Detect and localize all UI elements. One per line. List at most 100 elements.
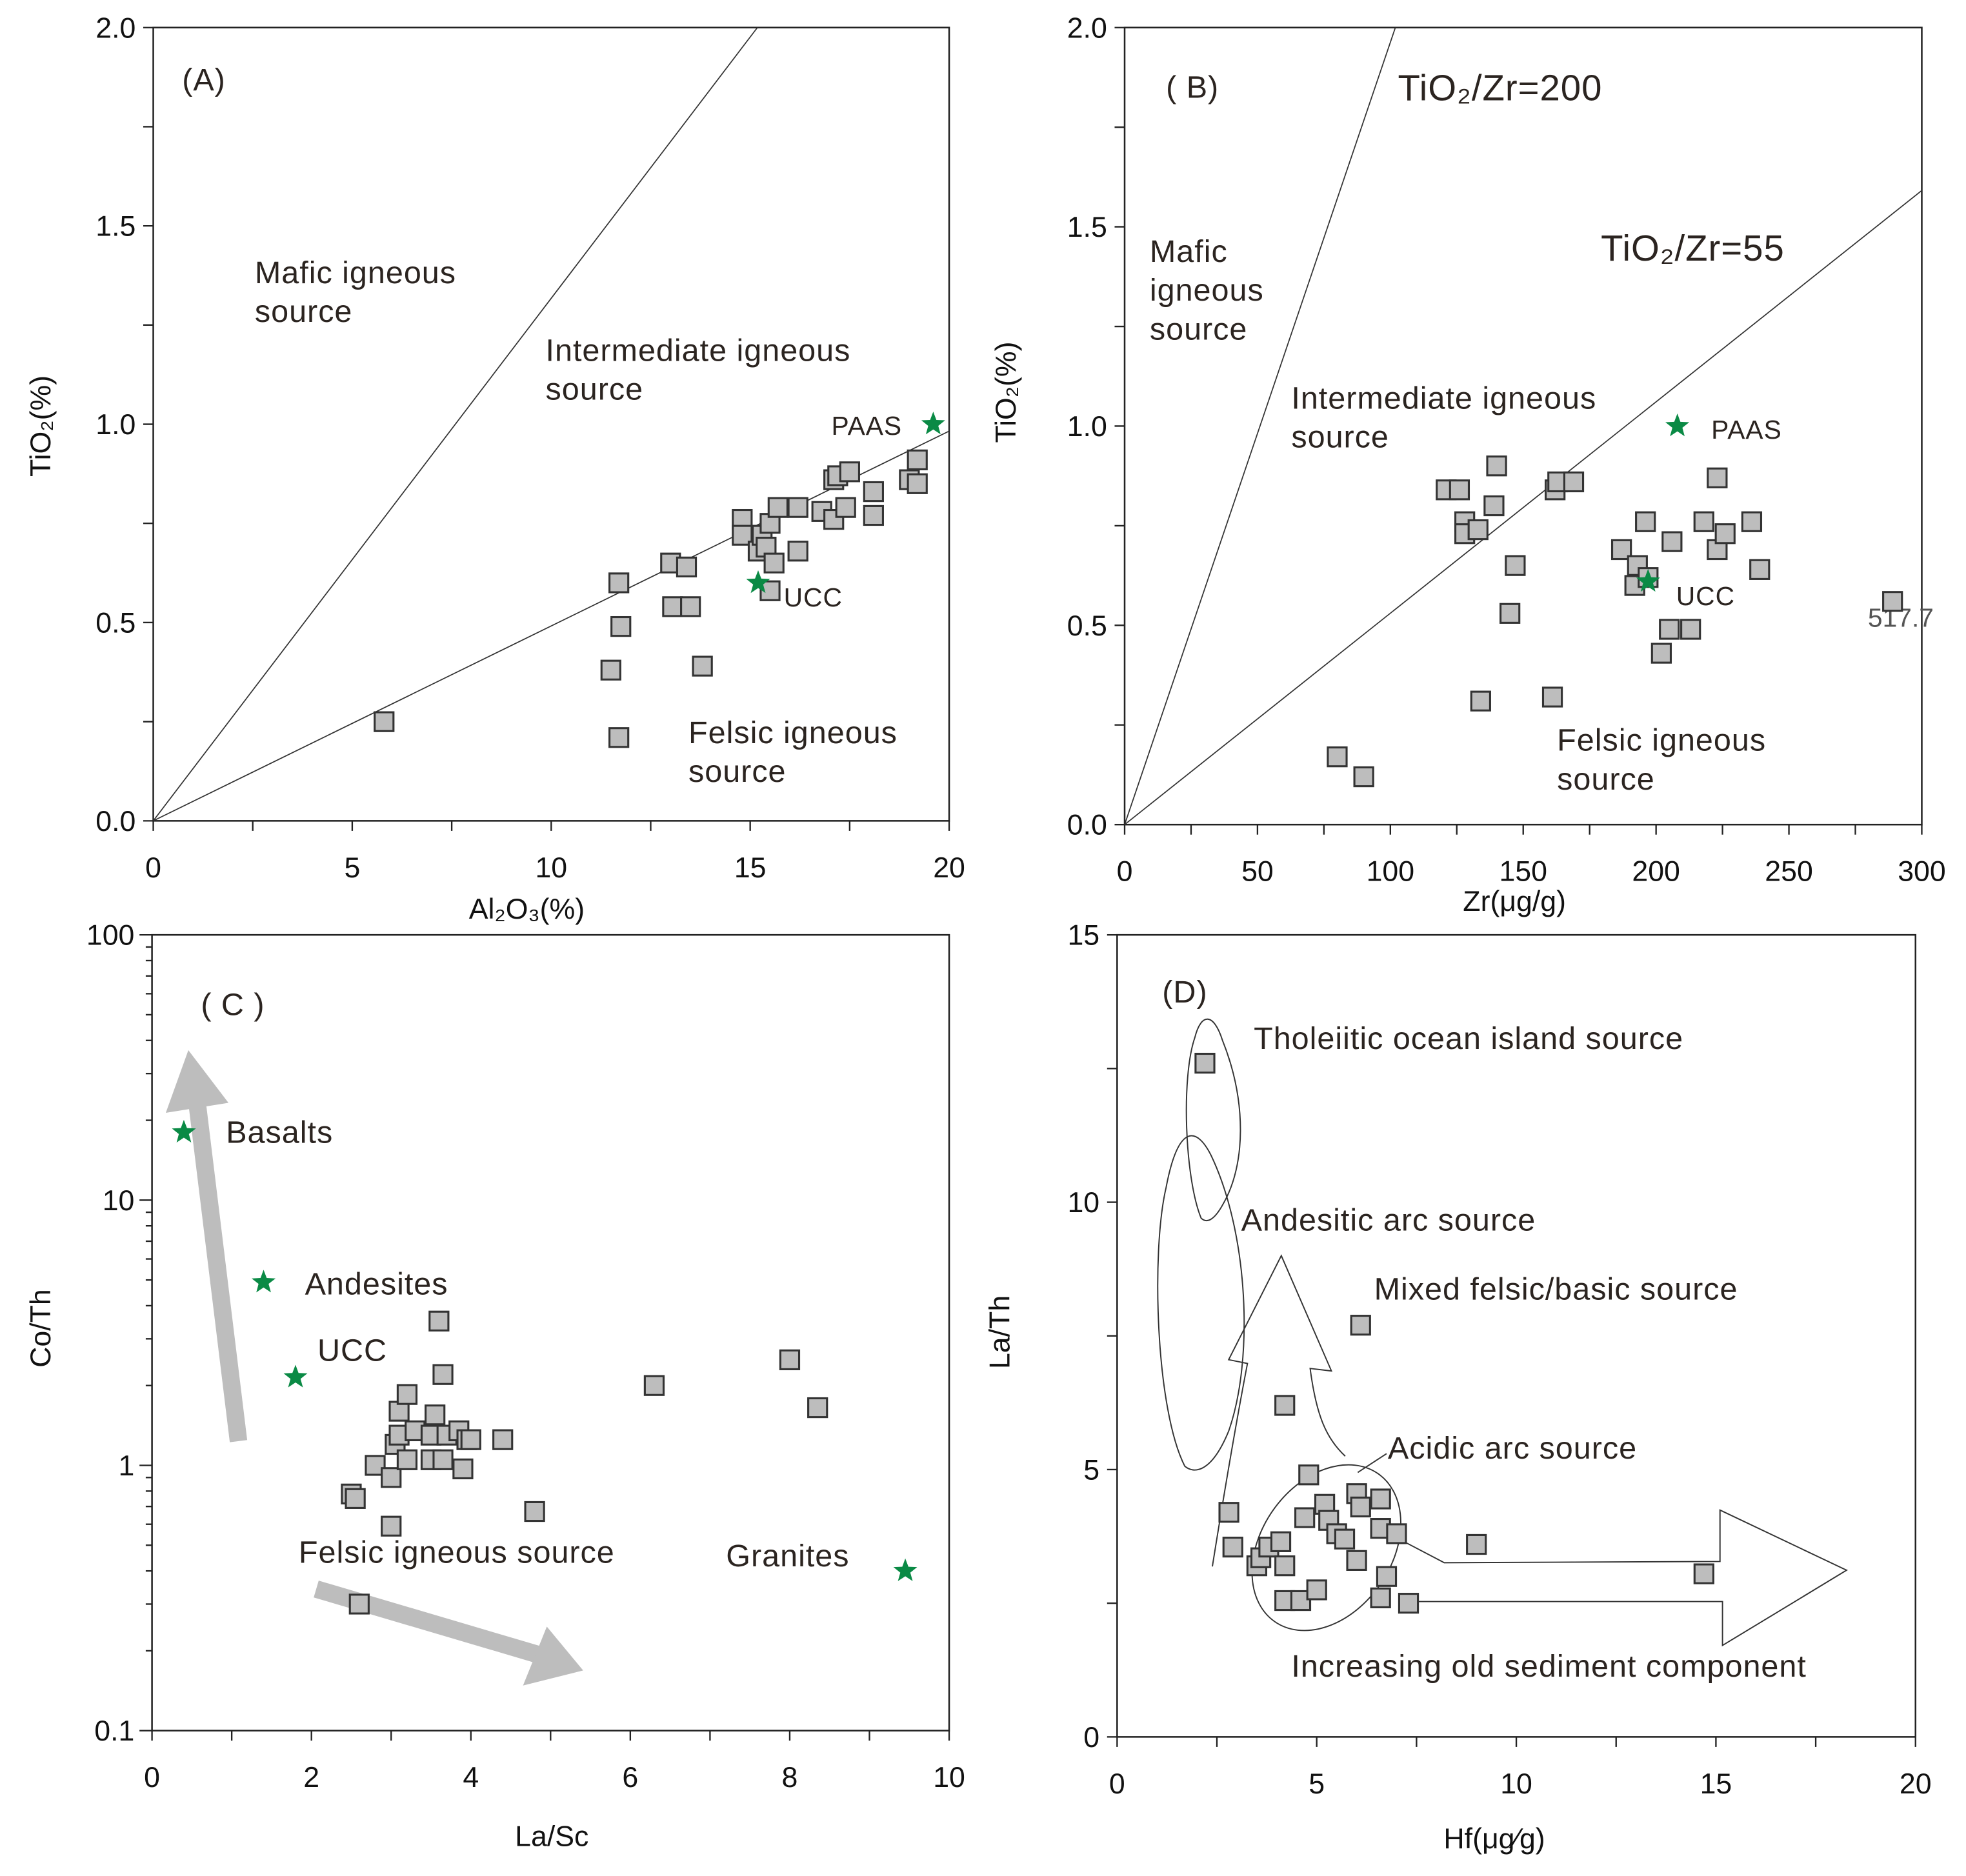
sample-point xyxy=(492,1429,514,1450)
y-tick-label: 1.5 xyxy=(95,211,135,243)
sample-point xyxy=(1483,495,1505,517)
y-tick-label: 0.5 xyxy=(95,608,135,639)
sample-point xyxy=(787,497,808,518)
x-tick-label: 300 xyxy=(1898,856,1946,888)
sample-point xyxy=(1650,643,1672,664)
reference-star-andesites xyxy=(252,1270,276,1293)
sample-point xyxy=(1294,1507,1316,1528)
sample-point xyxy=(1298,1464,1319,1486)
panel-label: (D) xyxy=(1162,975,1207,1010)
x-tick-label: 20 xyxy=(933,852,965,884)
sample-point xyxy=(1370,1488,1391,1510)
acidic-label: Acidic arc source xyxy=(1388,1431,1637,1466)
annotation: source xyxy=(1557,762,1655,797)
reference-star-paas xyxy=(1665,414,1690,437)
plot-frame xyxy=(151,933,950,1731)
y-tick-label: 10 xyxy=(1067,1187,1099,1219)
sample-point xyxy=(1376,1566,1398,1587)
y-tick-label: 100 xyxy=(86,920,135,952)
sample-point xyxy=(1627,555,1648,576)
basalts-label: Basalts xyxy=(226,1115,333,1150)
old-sediment-label: Increasing old sediment component xyxy=(1291,1649,1806,1684)
sample-point xyxy=(1290,1590,1312,1612)
panel-label: ( B) xyxy=(1166,70,1219,105)
sample-point xyxy=(1563,471,1585,493)
sample-point xyxy=(396,1384,418,1405)
sample-point xyxy=(680,596,701,617)
panel-label: ( C ) xyxy=(201,987,265,1022)
sample-point xyxy=(1222,1537,1243,1558)
y-tick-label: 1 xyxy=(119,1450,135,1482)
sample-point xyxy=(428,1310,450,1332)
ratio-55-label: TiO₂/Zr=55 xyxy=(1601,228,1785,268)
plot-frame xyxy=(1123,26,1923,826)
x-axis-title: La/Sc xyxy=(515,1821,588,1852)
sample-point xyxy=(1334,1528,1356,1550)
x-tick-label: 5 xyxy=(1309,1768,1325,1800)
ucc-label: UCC xyxy=(784,583,843,612)
sample-point xyxy=(1749,559,1770,580)
x-tick-label: 250 xyxy=(1765,856,1813,888)
reference-star-paas xyxy=(921,412,945,435)
tholeiitic-label: Tholeiitic ocean island source xyxy=(1254,1021,1683,1056)
reference-star-basalts xyxy=(172,1119,196,1143)
sample-point xyxy=(1741,511,1763,532)
sample-point xyxy=(460,1429,481,1450)
sample-point xyxy=(1714,523,1736,544)
sample-point xyxy=(1466,1533,1487,1555)
reference-star-granites xyxy=(893,1558,918,1581)
y-tick-label: 15 xyxy=(1067,920,1099,952)
panel-d: (D) Tholeiitic ocean island source Andes… xyxy=(984,920,1931,1855)
sample-point xyxy=(1270,1531,1292,1552)
y-axis-title: La/Th xyxy=(984,1295,1016,1369)
sample-point xyxy=(608,572,630,594)
old-sediment-arrow-outline xyxy=(1391,1509,1848,1647)
sample-point xyxy=(1218,1502,1239,1523)
plot-frame xyxy=(152,26,950,822)
mafic-boundary-line xyxy=(152,27,758,821)
granites-label: Granites xyxy=(726,1539,849,1573)
x-tick-label: 100 xyxy=(1367,856,1415,888)
y-tick-label: 1.5 xyxy=(1067,212,1107,243)
x-tick-label: 10 xyxy=(1500,1768,1532,1800)
sample-point xyxy=(1470,690,1491,712)
annotation: Intermediate igneous xyxy=(1291,381,1596,415)
sample-point xyxy=(1306,1579,1327,1601)
sample-point xyxy=(405,1420,426,1442)
y-axis-title: TiO₂(%) xyxy=(990,341,1022,443)
reference-star-ucc xyxy=(283,1364,308,1388)
x-tick-label: 15 xyxy=(734,852,767,884)
sample-point xyxy=(381,1515,402,1537)
ratio-200-label: TiO₂/Zr=200 xyxy=(1398,67,1602,108)
sample-point xyxy=(1370,1587,1391,1609)
x-tick-label: 200 xyxy=(1632,856,1680,888)
sample-point xyxy=(1505,555,1526,576)
sample-point xyxy=(1350,1315,1371,1336)
x-tick-label: 0 xyxy=(1117,856,1133,888)
annotation: source xyxy=(546,372,644,407)
sample-point xyxy=(432,1449,454,1470)
sample-point xyxy=(1693,1563,1714,1584)
sample-point xyxy=(1449,479,1470,501)
sample-point xyxy=(662,596,683,617)
andesitic-label: Andesitic arc source xyxy=(1241,1203,1536,1238)
sample-point xyxy=(365,1455,386,1476)
annotation: Felsic igneous xyxy=(688,715,898,750)
sample-point xyxy=(381,1467,402,1488)
sample-point xyxy=(643,1375,665,1396)
ratio-55-line xyxy=(1124,190,1923,825)
y-tick-label: 1.0 xyxy=(1067,411,1107,443)
sample-point xyxy=(1467,519,1489,541)
sample-point xyxy=(1346,1550,1367,1571)
x-tick-label: 20 xyxy=(1900,1768,1932,1800)
sample-point xyxy=(452,1458,474,1480)
annotation: source xyxy=(1150,312,1248,346)
ratio-200-line xyxy=(1124,27,1396,825)
panel-a: (A) Mafic igneous source Intermediate ig… xyxy=(25,12,965,925)
y-tick-label: 0.0 xyxy=(95,806,135,837)
sample-point xyxy=(425,1404,446,1426)
sample-point xyxy=(767,497,788,518)
paas-label: PAAS xyxy=(831,411,902,441)
andesites-label: Andesites xyxy=(305,1267,448,1302)
x-tick-label: 0 xyxy=(144,1762,160,1793)
